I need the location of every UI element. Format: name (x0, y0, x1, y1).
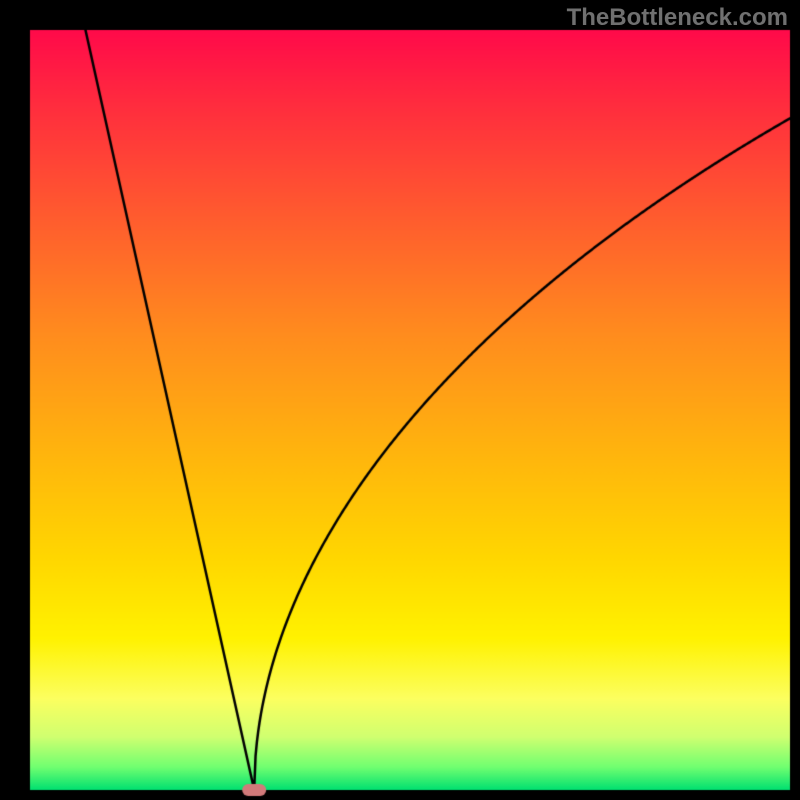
watermark-text: TheBottleneck.com (567, 4, 788, 32)
chart-container: TheBottleneck.com (0, 0, 800, 800)
bottleneck-chart-canvas (0, 0, 800, 800)
